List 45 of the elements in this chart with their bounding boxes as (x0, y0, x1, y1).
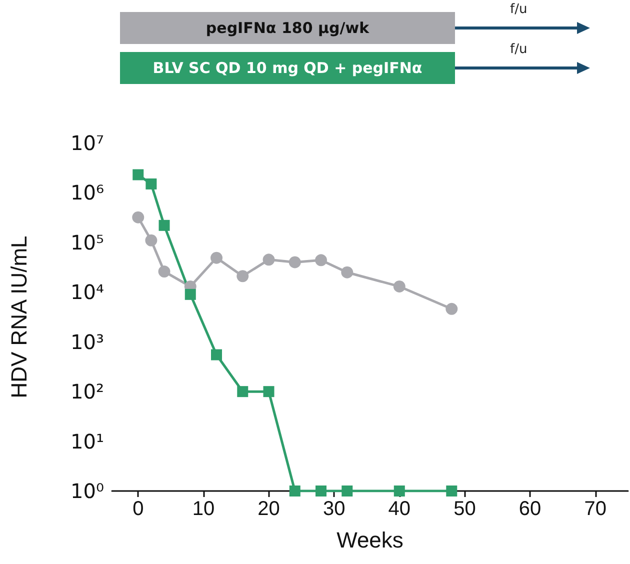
y-tick-label: 10³ (70, 330, 104, 354)
text: f/u (510, 42, 528, 57)
point (341, 266, 354, 278)
point (145, 234, 158, 246)
x-axis-title: Weeks (336, 528, 404, 552)
point (446, 302, 458, 315)
y-tick-label: 10² (70, 380, 104, 404)
x-tick-label: 40 (388, 498, 411, 520)
point (262, 254, 275, 266)
text: BLV SC QD 10 mg QD + pegIFNα (120, 52, 455, 84)
point (236, 270, 249, 282)
point (237, 386, 248, 398)
point (316, 486, 327, 496)
x-tick-label: 70 (584, 498, 606, 520)
y-tick-label: 10⁴ (70, 280, 104, 304)
point (315, 254, 328, 266)
point (393, 280, 406, 292)
point (289, 486, 300, 496)
x-tick-label: 0 (132, 498, 144, 520)
point (211, 349, 222, 360)
y-tick-label: 10⁵ (70, 230, 104, 254)
x-tick-label: 60 (518, 498, 542, 520)
text: f/u (510, 2, 528, 17)
y-tick-label: 10⁷ (70, 131, 104, 155)
x-tick-label: 10 (192, 498, 215, 520)
point (158, 266, 170, 278)
point (446, 486, 458, 496)
point (210, 252, 223, 264)
point (342, 486, 353, 496)
x-tick-label: 50 (454, 498, 476, 520)
y-tick-label: 10⁰ (70, 479, 104, 503)
point (288, 256, 301, 268)
point (394, 486, 405, 496)
y-axis-title: HDV RNA IU/mL (6, 236, 32, 398)
point (132, 211, 144, 224)
point (132, 169, 144, 180)
text: pegIFNα 180 µg/wk (120, 12, 455, 44)
point (158, 220, 170, 231)
point (146, 178, 157, 190)
y-tick-label: 10⁶ (70, 180, 104, 205)
y-tick-label: 10¹ (70, 429, 104, 454)
x-tick-label: 30 (322, 498, 346, 520)
point (184, 288, 196, 300)
point (263, 386, 274, 398)
x-tick-label: 20 (258, 498, 280, 520)
